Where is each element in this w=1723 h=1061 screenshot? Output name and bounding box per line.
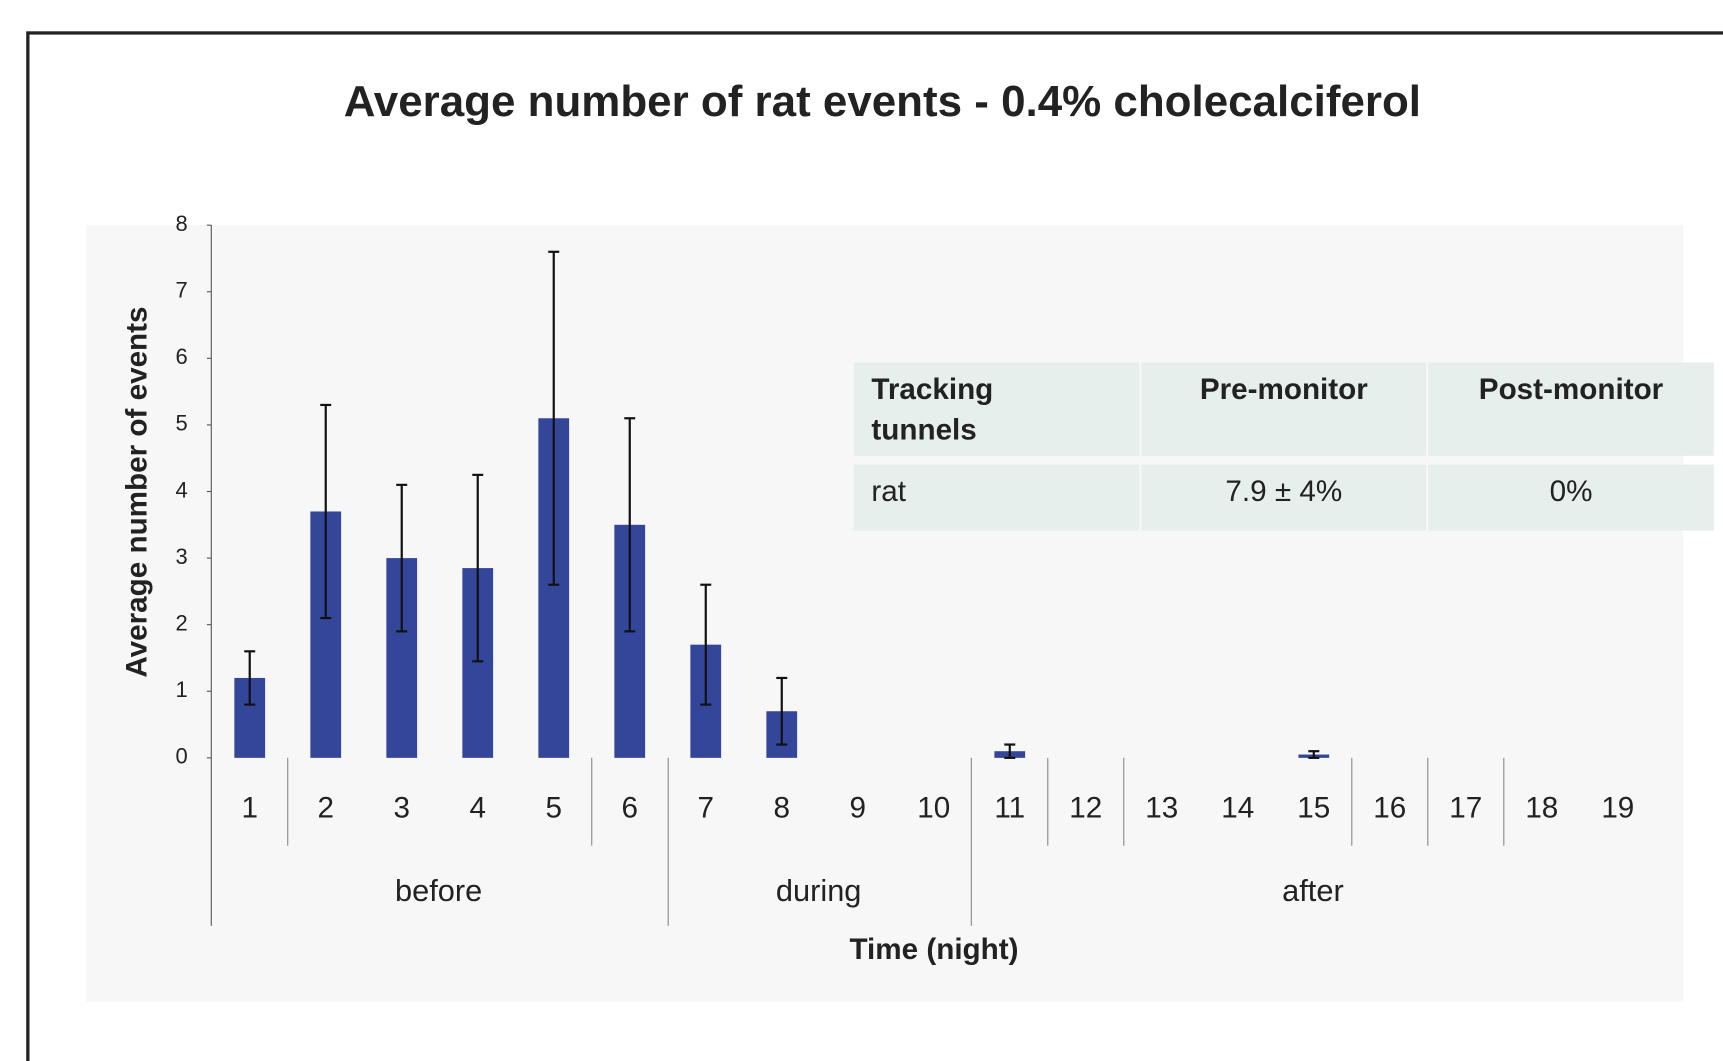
y-tick-label: 3 — [176, 544, 188, 569]
x-tick-label: 17 — [1449, 791, 1482, 824]
table-cell-text: 0% — [1550, 475, 1593, 508]
x-tick-label: 1 — [241, 791, 258, 824]
x-tick-label: 15 — [1297, 791, 1330, 824]
group-label: after — [1282, 873, 1344, 908]
table-cell-text: 7.9 ± 4% — [1225, 475, 1342, 508]
group-label: before — [395, 873, 482, 908]
y-tick-label: 6 — [176, 344, 188, 369]
x-tick-label: 18 — [1525, 791, 1558, 824]
x-tick-label: 14 — [1221, 791, 1254, 824]
x-tick-label: 2 — [317, 791, 333, 824]
x-tick-label: 5 — [545, 791, 562, 824]
y-tick-label: 2 — [176, 610, 188, 635]
x-tick-label: 10 — [917, 791, 950, 824]
y-tick-label: 0 — [176, 744, 188, 769]
x-tick-label: 11 — [994, 791, 1025, 824]
y-axis-label: Average number of events — [121, 306, 154, 677]
table-cell — [853, 362, 1140, 456]
x-tick-label: 16 — [1373, 791, 1406, 824]
table-cell-text: rat — [871, 475, 906, 508]
table-cell — [1141, 464, 1427, 531]
table-header: Tracking tunnels — [871, 373, 993, 447]
table-header: Pre-monitor — [1200, 373, 1368, 406]
chart-title: Average number of rat events - 0.4% chol… — [344, 77, 1421, 126]
x-tick-label: 13 — [1145, 791, 1178, 824]
x-tick-label: 8 — [774, 791, 791, 824]
table-header: Post-monitor — [1479, 373, 1664, 406]
table-cell — [1141, 362, 1427, 456]
x-tick-label: 4 — [469, 791, 486, 824]
y-tick-label: 1 — [176, 677, 188, 702]
plot-panel — [86, 225, 1684, 1002]
x-axis-label: Time (night) — [849, 933, 1018, 966]
group-label: during — [776, 873, 861, 908]
y-tick-label: 7 — [176, 278, 188, 303]
y-tick-label: 8 — [176, 211, 188, 236]
x-tick-label: 19 — [1601, 791, 1634, 824]
x-tick-label: 6 — [621, 791, 638, 824]
table-cell — [1428, 464, 1714, 531]
x-tick-label: 3 — [393, 791, 410, 824]
x-tick-label: 12 — [1069, 791, 1102, 824]
table-cell — [853, 464, 1140, 531]
legend-table: Tracking tunnels Pre-monitor Post-monitor ra… — [853, 362, 1714, 531]
y-tick-label: 4 — [176, 477, 188, 502]
y-tick-label: 5 — [176, 411, 188, 436]
x-tick-label: 7 — [698, 791, 715, 824]
x-tick-label: 9 — [850, 791, 867, 824]
table-cell — [1428, 362, 1714, 456]
